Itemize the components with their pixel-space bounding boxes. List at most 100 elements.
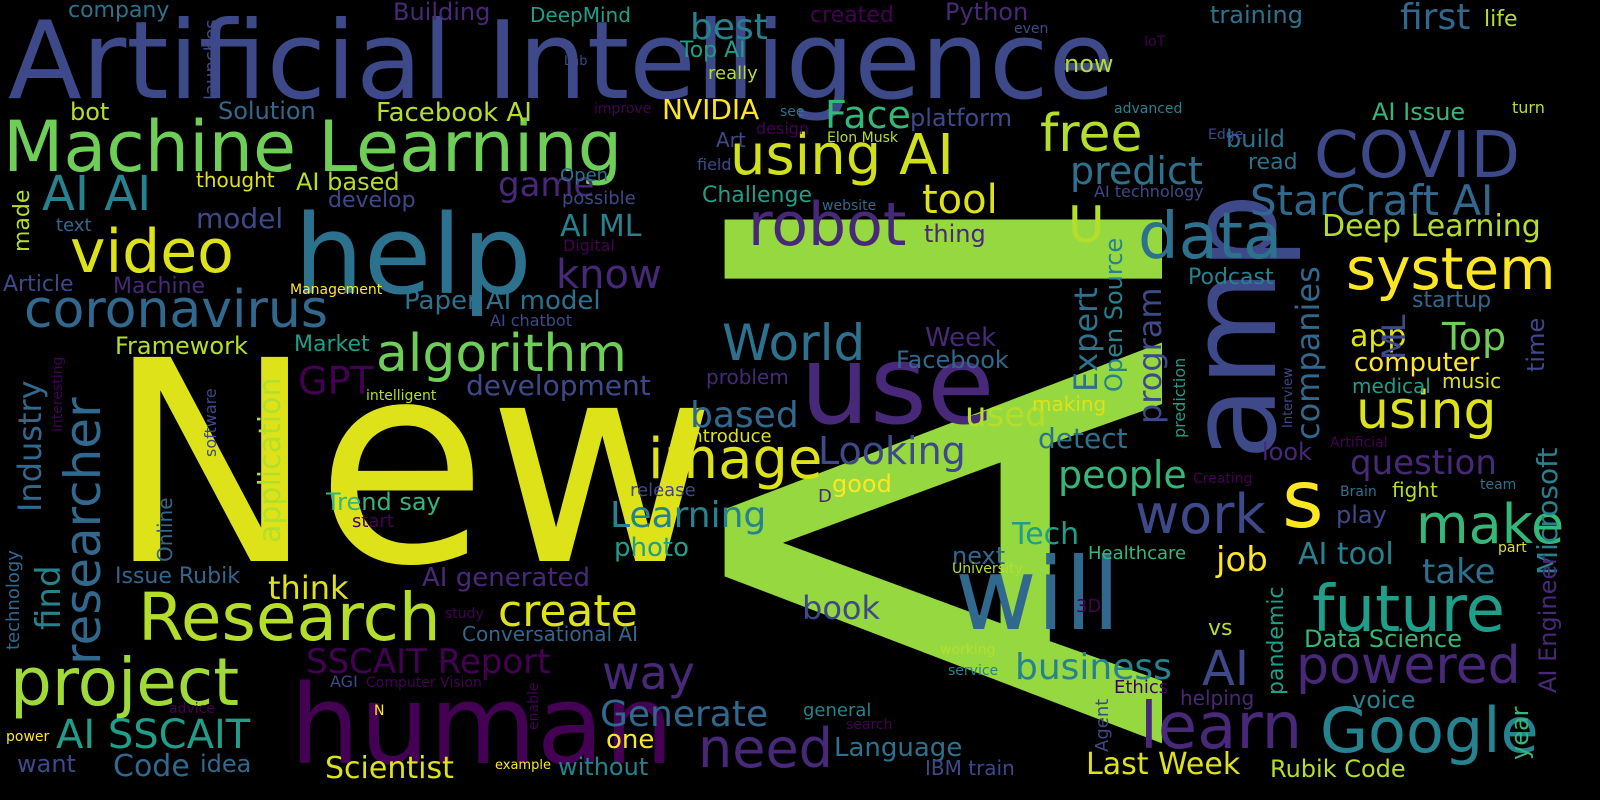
word: Research — [138, 579, 441, 656]
word: Interview — [1281, 367, 1296, 428]
word: website — [822, 198, 877, 214]
word: Paper AI model — [404, 286, 601, 316]
word: 3D — [1076, 596, 1102, 617]
word: develop — [328, 188, 416, 213]
word: image — [648, 427, 823, 492]
word: study — [445, 606, 484, 622]
word: Artificial — [1330, 435, 1388, 451]
word: Building — [393, 0, 491, 26]
word: time — [1522, 317, 1550, 372]
word: thought — [196, 168, 275, 192]
word: Top AI — [680, 38, 746, 63]
word: IBM train — [925, 756, 1015, 780]
word: created — [810, 3, 894, 28]
word: Solution — [218, 97, 316, 125]
word: startup — [1412, 288, 1492, 313]
word: play — [1336, 501, 1387, 529]
word: look — [1262, 438, 1312, 466]
word: Scientist — [325, 751, 454, 786]
word: Artificial Intelligence — [8, 0, 1115, 124]
word: AI SSCAIT — [56, 712, 251, 758]
word: AI chatbot — [490, 311, 572, 330]
word: team — [1480, 477, 1517, 493]
word: AI generated — [422, 563, 591, 593]
word: take — [1422, 552, 1496, 592]
word: using — [1356, 381, 1497, 441]
word: U — [1068, 196, 1105, 254]
word: now — [1064, 50, 1114, 78]
word: AI Issue — [1372, 98, 1466, 126]
word: AI — [1202, 641, 1249, 697]
word: Code — [113, 749, 190, 784]
word: Last Week — [1086, 747, 1241, 782]
word: general — [803, 700, 872, 721]
word: AI technology — [1094, 182, 1204, 201]
word: build — [1226, 125, 1286, 153]
word: Expert — [1067, 287, 1105, 392]
word: see — [780, 104, 805, 120]
word: coronavirus — [24, 280, 328, 340]
word: Brain — [1340, 484, 1377, 500]
word: voice — [1352, 686, 1416, 714]
word: NVIDIA — [662, 93, 760, 126]
word: free — [1040, 104, 1143, 164]
word: one — [606, 725, 655, 755]
word: pandemic — [1264, 586, 1289, 695]
word: human — [290, 661, 674, 789]
word: AI ML — [560, 209, 642, 244]
word: StarCraft AI — [1250, 176, 1494, 225]
word: Python — [945, 0, 1029, 26]
word: Article — [3, 272, 74, 297]
word: Creating — [1193, 471, 1253, 487]
word: Ethics — [1114, 677, 1169, 698]
word: using AI — [730, 123, 954, 188]
word: Trend say — [326, 488, 441, 516]
word: Art — [716, 128, 746, 152]
word: application — [253, 377, 288, 543]
word: thing — [924, 220, 986, 248]
word: medical — [1352, 374, 1431, 398]
word: computer — [1354, 348, 1480, 378]
word: fight — [1392, 478, 1438, 502]
word: Online — [153, 497, 177, 562]
word: search — [846, 717, 893, 733]
word: Lab — [564, 54, 588, 69]
word: AI Engineer — [1534, 554, 1562, 693]
word: use — [800, 321, 995, 449]
word: Framework — [115, 332, 248, 360]
word: used — [965, 395, 1047, 435]
word: people — [1058, 453, 1187, 497]
word: AI tool — [1298, 537, 1394, 572]
word: Language — [834, 733, 963, 763]
word: work — [1135, 483, 1266, 546]
word: predict — [1070, 149, 1203, 193]
word: question — [1350, 443, 1497, 483]
word: AGI — [330, 672, 358, 691]
word: project — [10, 644, 240, 721]
word: idea — [200, 750, 252, 778]
word: Agent — [1092, 698, 1113, 752]
word: program — [1131, 287, 1169, 424]
word: next — [952, 542, 1006, 570]
word: book — [802, 589, 880, 627]
word: development — [466, 369, 651, 402]
word: job — [1216, 540, 1268, 580]
word: software — [201, 388, 220, 457]
word: create — [498, 586, 638, 637]
word: Conversational AI — [462, 622, 638, 646]
word: Open Source — [1100, 237, 1128, 392]
word: model — [196, 202, 284, 235]
word: D — [818, 486, 832, 507]
word: University — [952, 561, 1023, 577]
word: data — [1138, 200, 1283, 274]
word: New — [106, 302, 717, 628]
word: technology — [3, 550, 24, 650]
word: help — [294, 191, 532, 319]
word: Learning — [610, 495, 767, 536]
word: year — [1506, 706, 1534, 760]
word: Machine Learning — [3, 106, 623, 188]
word: music — [1442, 369, 1502, 393]
word: Computer Vision — [366, 675, 482, 691]
word: AI AI — [42, 166, 152, 222]
word: Industry — [11, 380, 49, 512]
